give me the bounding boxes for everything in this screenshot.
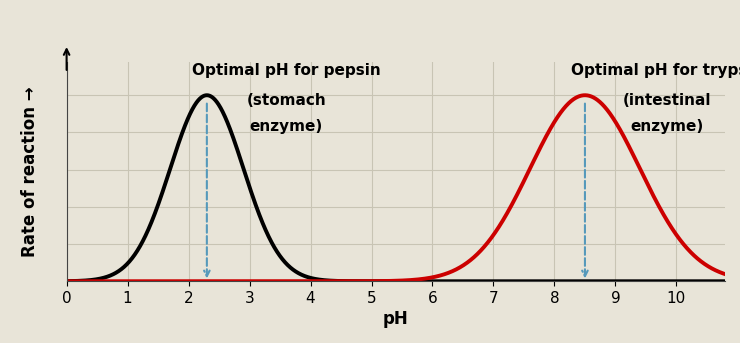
Text: (intestinal: (intestinal xyxy=(623,93,712,108)
Text: (stomach: (stomach xyxy=(246,93,326,108)
Text: Optimal pH for trypsin: Optimal pH for trypsin xyxy=(571,63,740,79)
Text: Optimal pH for pepsin: Optimal pH for pepsin xyxy=(192,63,380,79)
Text: Rate of reaction →: Rate of reaction → xyxy=(21,86,39,257)
Text: enzyme): enzyme) xyxy=(249,119,323,134)
X-axis label: pH: pH xyxy=(383,310,408,328)
Text: enzyme): enzyme) xyxy=(630,119,704,134)
